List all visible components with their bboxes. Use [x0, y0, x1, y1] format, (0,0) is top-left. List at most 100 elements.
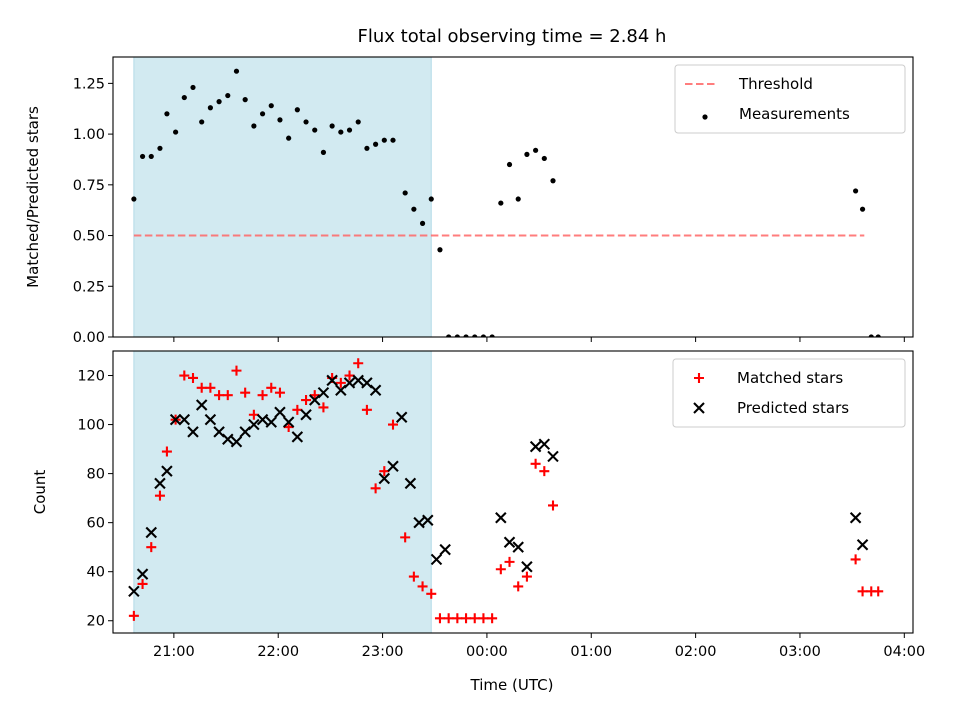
y-tick-label: 20 — [87, 614, 105, 630]
matched-star-point — [379, 466, 390, 477]
matched-star-point — [548, 500, 558, 511]
measurement-point — [207, 105, 213, 111]
matched-star-point — [344, 370, 355, 381]
bottom-axes: 20 40 60 80 100 120 21:00 22:00 23:00 00:00 01:00 0… — [77, 350, 925, 660]
matched-star-point — [539, 466, 550, 477]
matched-star-point — [205, 382, 216, 393]
matched-star-point — [301, 395, 312, 406]
matched-star-point — [873, 586, 884, 597]
predicted-star-point — [222, 433, 234, 446]
matched-star-point — [850, 554, 861, 565]
measurement-point — [139, 153, 146, 160]
measurement-point — [506, 161, 513, 168]
legend-matched-swatch — [694, 373, 704, 383]
matched-star-point — [240, 387, 251, 398]
predicted-star-point — [248, 418, 260, 431]
matched-star-point — [426, 588, 437, 599]
matched-star-point — [434, 613, 445, 624]
measurement-point — [268, 103, 274, 109]
predicted-star-point — [529, 440, 542, 453]
measurement-point — [164, 111, 170, 117]
measurement-point — [480, 334, 487, 337]
matched-star-point — [283, 422, 294, 433]
measurement-point — [190, 84, 196, 91]
y-tick-label: 0.00 — [73, 330, 105, 346]
matched-star-point — [504, 556, 515, 567]
measurement-point — [259, 111, 266, 117]
legend-box — [674, 64, 906, 134]
y-tick-label: 80 — [87, 467, 105, 483]
matched-star-point — [231, 365, 242, 376]
measurement-point — [157, 145, 163, 151]
matched-star-point — [469, 613, 480, 624]
predicted-star-point — [326, 374, 338, 387]
measurement-point — [428, 196, 434, 202]
matched-star-point — [478, 613, 489, 624]
legend-label: Measurements — [739, 105, 850, 123]
matched-star-point — [146, 542, 157, 553]
bottom-legend: Matched stars Predicted stars — [672, 358, 906, 428]
x-tick-label: 01:00 — [570, 644, 612, 660]
predicted-star-point — [378, 472, 391, 485]
predicted-star-point — [230, 435, 243, 448]
measurement-point — [251, 123, 257, 129]
predicted-star-point — [256, 413, 269, 426]
measurement-point — [853, 188, 859, 194]
matched-star-point — [318, 402, 329, 413]
measurement-point — [225, 92, 231, 99]
predicted-star-point — [404, 477, 417, 490]
measurement-point — [868, 334, 874, 337]
measurement-point — [338, 129, 344, 135]
bottom-y-axis-label: Count — [31, 470, 49, 515]
measurement-point — [411, 206, 417, 212]
x-tick-label: 00:00 — [466, 644, 508, 660]
matched-star-point — [128, 610, 139, 621]
matched-star-point — [400, 532, 411, 543]
measurement-point — [541, 155, 547, 162]
x-axis-label: Time (UTC) — [470, 676, 554, 694]
matched-star-point — [388, 419, 398, 430]
predicted-star-point — [439, 543, 451, 556]
matched-star-point — [222, 390, 233, 401]
predicted-star-point — [195, 399, 208, 411]
measurement-point — [454, 334, 460, 337]
matched-star-point — [443, 613, 454, 624]
predicted-star-point — [369, 384, 382, 396]
measurement-point — [515, 196, 521, 202]
y-tick-label: 0.25 — [73, 279, 105, 295]
y-tick-label: 100 — [77, 418, 105, 434]
measurement-point — [173, 129, 179, 135]
predicted-star-point — [343, 377, 356, 389]
measurement-point — [390, 137, 396, 143]
observing-window-shade — [133, 57, 432, 337]
matched-star-point — [513, 581, 524, 592]
predicted-star-point — [503, 536, 516, 549]
matched-star-point — [461, 613, 472, 624]
measurement-point — [419, 220, 426, 226]
y-tick-label: 0.75 — [73, 178, 105, 194]
legend-label: Predicted stars — [737, 399, 849, 417]
predicted-star-point — [136, 568, 149, 580]
matched-star-point — [487, 613, 498, 624]
predicted-star-point — [204, 413, 217, 426]
matched-star-point — [361, 404, 372, 415]
data-layer — [128, 351, 884, 633]
measurement-point — [875, 334, 881, 337]
matched-star-point — [196, 382, 207, 393]
measurement-point — [233, 68, 240, 74]
predicted-star-point — [169, 413, 182, 426]
matched-star-point — [309, 390, 320, 401]
measurement-point — [472, 334, 478, 337]
measurement-point — [181, 94, 187, 101]
predicted-star-point — [291, 431, 304, 443]
predicted-star-point — [521, 561, 533, 573]
axes-frame — [112, 56, 914, 338]
measurement-point — [216, 99, 222, 105]
matched-star-point — [179, 370, 190, 381]
x-tick-label: 21:00 — [153, 644, 195, 660]
data-layer — [131, 57, 881, 337]
measurement-point — [199, 119, 205, 125]
measurement-point — [294, 107, 300, 113]
top-legend: Threshold Measurements — [674, 64, 906, 134]
